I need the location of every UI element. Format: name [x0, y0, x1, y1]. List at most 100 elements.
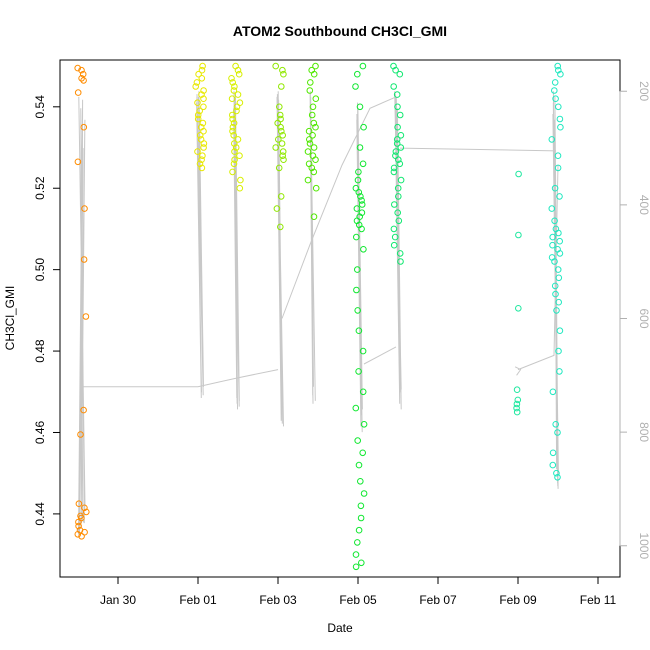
data-point-s8-4 [513, 386, 521, 394]
x-tick-label: Feb 01 [179, 593, 217, 607]
data-point-s6-32 [354, 437, 362, 444]
data-point-s9-39 [549, 461, 557, 469]
data-point-s1-10 [80, 256, 88, 263]
data-point-s1-8 [74, 158, 82, 166]
data-point-s6-15 [353, 205, 361, 212]
data-point-s2-22 [194, 148, 201, 155]
data-point-s1-23 [74, 531, 82, 538]
data-point-s3-24 [231, 156, 238, 163]
transit-line-3 [363, 346, 397, 365]
data-point-s4-3 [280, 70, 287, 78]
data-point-s2-8 [198, 91, 205, 98]
chart-title: ATOM2 Southbound CH3Cl_GMI [233, 23, 447, 39]
data-point-s9-10 [548, 136, 556, 143]
data-point-s2-4 [198, 75, 206, 82]
data-point-s4-15 [279, 148, 287, 155]
data-point-s7-2 [392, 66, 399, 74]
data-point-s6-20 [358, 225, 365, 233]
data-point-s6-3 [352, 83, 359, 90]
data-point-s3-21 [232, 144, 240, 151]
data-point-s8-2 [515, 231, 522, 239]
data-point-s7-3 [396, 70, 404, 78]
data-point-s9-29 [552, 290, 559, 298]
data-point-s9-36 [552, 421, 560, 428]
data-point-s5-14 [306, 140, 314, 147]
data-point-s7-12 [397, 144, 405, 151]
y2-tick-label: 800 [637, 422, 650, 442]
data-point-s6-6 [356, 144, 364, 151]
pressure-line-2 [196, 91, 204, 399]
data-point-s2-2 [198, 66, 206, 74]
data-point-s6-13 [358, 197, 365, 204]
data-point-s3-18 [230, 132, 237, 139]
data-point-s4-20 [273, 205, 281, 212]
data-point-s6-36 [360, 490, 368, 497]
y-axis: 0.44 0.46 0.48 0.50 0.52 0.54 [33, 95, 61, 526]
data-point-s9-34 [556, 368, 563, 375]
data-point-s9-15 [548, 205, 556, 212]
data-point-s5-11 [305, 127, 313, 135]
data-point-s6-28 [355, 368, 362, 375]
data-point-s3-16 [229, 123, 237, 131]
data-point-s6-30 [352, 404, 360, 412]
transit-line-5 [517, 165, 559, 371]
data-point-s3-13 [229, 111, 236, 119]
data-point-s5-24 [310, 213, 318, 220]
data-point-s5-7 [309, 103, 317, 111]
data-point-s3-6 [231, 83, 238, 90]
data-point-s4-1 [272, 62, 280, 70]
data-point-s5-16 [304, 148, 312, 155]
data-point-s8-3 [515, 305, 522, 312]
data-point-s7-4 [390, 83, 398, 90]
pressure-line-1 [78, 96, 86, 535]
data-point-s7-28 [396, 250, 404, 257]
data-point-s9-6 [552, 95, 559, 102]
data-point-s2-1 [199, 62, 206, 70]
data-point-s4-5 [276, 103, 283, 111]
data-point-s9-38 [549, 449, 557, 457]
data-point-s9-26 [554, 266, 562, 273]
data-point-s7-9 [397, 132, 405, 139]
data-point-s9-28 [551, 282, 559, 290]
data-point-s4-14 [272, 144, 280, 151]
data-point-s4-9 [277, 123, 284, 131]
data-point-s9-33 [555, 347, 562, 355]
data-point-s9-37 [554, 429, 561, 436]
x-tick-label: Feb 11 [580, 593, 617, 607]
data-point-s9-4 [551, 79, 559, 86]
data-point-s4-2 [279, 66, 286, 74]
pressure-line-4 [276, 91, 284, 427]
data-point-s1-12 [80, 406, 87, 414]
data-point-s9-30 [555, 298, 563, 306]
data-point-s2-15 [199, 119, 207, 127]
data-point-s3-17 [229, 127, 236, 135]
data-point-s3-26 [229, 168, 236, 176]
data-point-s5-23 [312, 184, 320, 192]
data-point-s5-1 [312, 62, 319, 70]
data-point-s9-5 [551, 87, 558, 94]
data-point-s5-20 [308, 164, 316, 172]
data-point-s3-4 [228, 75, 235, 82]
data-point-s2-25 [196, 160, 204, 168]
data-point-s2-3 [195, 70, 202, 78]
data-point-s5-10 [312, 123, 319, 131]
data-point-s6-4 [356, 103, 364, 111]
data-point-s9-31 [553, 307, 560, 314]
y-tick-label: 0.46 [33, 420, 47, 444]
data-point-s7-16 [396, 160, 404, 168]
y2-tick-label: 1000 [637, 532, 650, 559]
data-point-s7-22 [391, 201, 398, 208]
transit-line-2 [281, 96, 397, 319]
data-point-s7-7 [396, 111, 404, 119]
x-tick-label: Feb 07 [419, 593, 457, 607]
data-point-s2-26 [198, 164, 206, 172]
data-point-s9-25 [551, 258, 558, 265]
data-point-s9-27 [555, 274, 563, 282]
data-point-s6-11 [355, 189, 363, 196]
data-point-s6-33 [359, 449, 367, 457]
data-point-s6-5 [360, 123, 367, 131]
y2-tick-label: 600 [637, 308, 650, 328]
data-point-s9-14 [556, 193, 563, 200]
data-point-s6-2 [354, 70, 361, 78]
data-point-s7-24 [395, 217, 403, 225]
